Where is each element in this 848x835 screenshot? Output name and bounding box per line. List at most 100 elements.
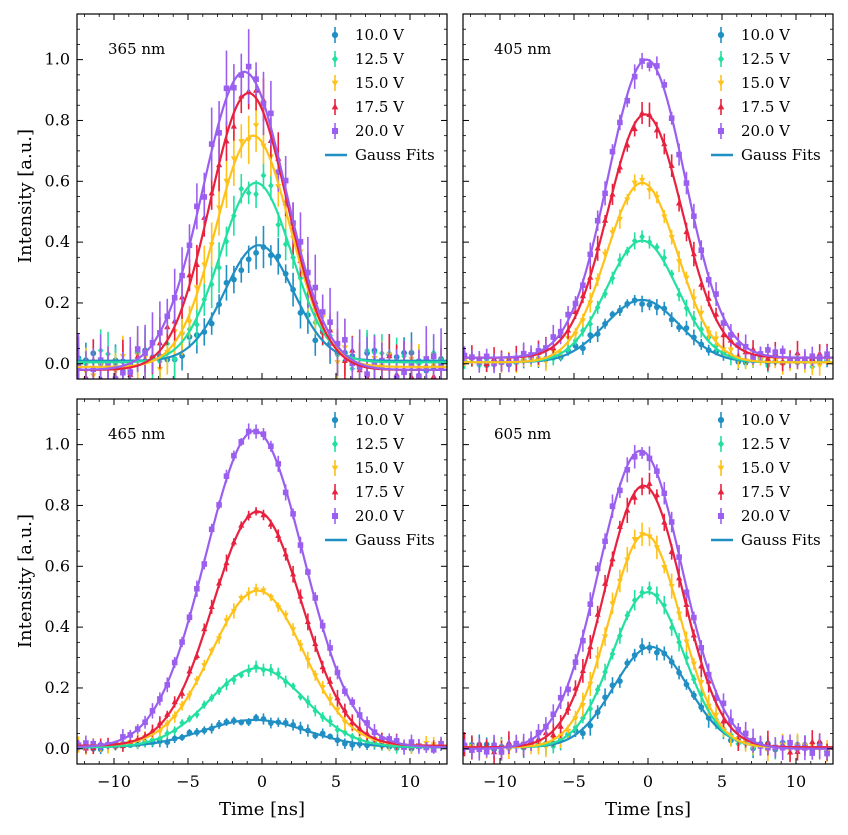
legend-marker bbox=[718, 440, 724, 448]
gauss-fit-line bbox=[77, 70, 447, 371]
data-point bbox=[727, 347, 734, 354]
data-point bbox=[260, 171, 267, 180]
y-tick-label: 0.0 bbox=[45, 354, 70, 373]
data-point bbox=[216, 263, 222, 272]
gauss-fit-line bbox=[77, 667, 447, 749]
data-point bbox=[631, 537, 638, 543]
panel-605nm: −10 −5 0 5 10 605 nm 10.0 V 12.5 V 15.0 V 17.5 V 2… bbox=[462, 398, 834, 791]
legend-marker bbox=[331, 31, 339, 39]
data-point bbox=[646, 584, 653, 593]
data-point bbox=[253, 190, 259, 198]
legend-marker bbox=[331, 488, 339, 495]
data-point bbox=[275, 253, 282, 260]
wavelength-label: 605 nm bbox=[494, 425, 551, 443]
data-point bbox=[824, 351, 830, 357]
y-tick-label: 1.0 bbox=[45, 435, 70, 454]
data-point bbox=[631, 180, 638, 187]
y-axis-label-top: Intensity [a.u.] bbox=[15, 129, 36, 263]
data-point bbox=[253, 249, 259, 256]
data-point bbox=[416, 373, 422, 379]
legend-label: 20.0 V bbox=[355, 122, 405, 140]
data-point bbox=[631, 125, 638, 132]
data-point bbox=[208, 320, 215, 327]
x-tick-label: −5 bbox=[562, 772, 586, 791]
y-tick-label: 0.2 bbox=[45, 678, 70, 697]
data-point bbox=[127, 369, 134, 375]
data-point bbox=[231, 676, 237, 684]
data-point bbox=[342, 337, 348, 343]
legend-label: 20.0 V bbox=[355, 507, 405, 525]
legend-marker bbox=[331, 416, 339, 424]
data-point bbox=[179, 719, 185, 727]
legend: 10.0 V 12.5 V 15.0 V 17.5 V 20.0 V Gauss Fits bbox=[711, 411, 821, 549]
legend-label: 17.5 V bbox=[741, 98, 791, 116]
data-point bbox=[557, 723, 564, 729]
gauss-fit-line bbox=[77, 181, 447, 364]
data-point bbox=[312, 284, 319, 291]
x-tick-label: −10 bbox=[483, 772, 517, 791]
legend-label: 15.0 V bbox=[355, 74, 405, 92]
data-point bbox=[408, 739, 415, 745]
legend-label: Gauss Fits bbox=[355, 531, 435, 549]
data-point bbox=[275, 221, 282, 229]
legend-label: 12.5 V bbox=[355, 435, 405, 453]
data-point bbox=[430, 747, 437, 753]
legend-marker bbox=[332, 55, 338, 63]
data-point bbox=[245, 256, 252, 263]
legend-label: 17.5 V bbox=[355, 98, 405, 116]
legend-marker bbox=[718, 128, 724, 134]
y-tick-label: 0.6 bbox=[45, 556, 70, 575]
y-axis-label-bottom: Intensity [a.u.] bbox=[15, 514, 36, 648]
data-point bbox=[327, 717, 333, 725]
legend-label: Gauss Fits bbox=[741, 531, 821, 549]
data-point bbox=[171, 355, 178, 363]
data-point bbox=[268, 110, 274, 117]
data-point bbox=[713, 336, 720, 343]
plot-area bbox=[77, 29, 447, 379]
legend-marker bbox=[717, 31, 725, 39]
data-point bbox=[120, 369, 126, 376]
legend-label: 20.0 V bbox=[741, 507, 791, 525]
data-point bbox=[483, 749, 490, 755]
legend: 10.0 V 12.5 V 15.0 V 17.5 V 20.0 V Gauss Fits bbox=[711, 26, 821, 164]
legend-marker bbox=[332, 513, 338, 519]
data-point bbox=[639, 301, 645, 307]
data-point bbox=[430, 353, 437, 360]
legend-label: 17.5 V bbox=[355, 483, 405, 501]
data-point bbox=[750, 354, 756, 361]
legend-label: 20.0 V bbox=[741, 122, 791, 140]
legend: 10.0 V 12.5 V 15.0 V 17.5 V 20.0 V Gauss Fits bbox=[325, 411, 435, 549]
data-point bbox=[653, 649, 660, 656]
data-point bbox=[639, 233, 645, 241]
y-tick-label: 0.8 bbox=[45, 495, 70, 514]
data-point bbox=[809, 738, 816, 745]
data-point bbox=[654, 591, 660, 599]
gauss-fit-line bbox=[463, 58, 833, 359]
data-point bbox=[231, 84, 237, 91]
data-point bbox=[646, 301, 653, 308]
data-point bbox=[230, 276, 237, 283]
legend-label: 17.5 V bbox=[741, 483, 791, 501]
data-point bbox=[787, 748, 794, 755]
data-point bbox=[639, 177, 646, 184]
legend-label: 12.5 V bbox=[355, 50, 405, 68]
legend-label: 10.0 V bbox=[355, 411, 405, 429]
legend-marker bbox=[331, 465, 339, 472]
legend-label: 10.0 V bbox=[355, 26, 405, 44]
data-point bbox=[654, 243, 660, 251]
data-point bbox=[364, 371, 370, 377]
x-tick-label: 10 bbox=[400, 772, 420, 791]
data-point bbox=[238, 185, 245, 193]
data-point bbox=[764, 355, 771, 362]
gauss-fit-line bbox=[463, 181, 833, 364]
y-tick-label: 0.8 bbox=[45, 110, 70, 129]
data-point bbox=[134, 346, 141, 352]
legend-label: 15.0 V bbox=[741, 459, 791, 477]
data-point bbox=[816, 363, 823, 369]
data-point bbox=[223, 85, 230, 92]
x-axis-label-left: Time [ns] bbox=[219, 799, 305, 820]
legend-marker bbox=[331, 103, 339, 110]
legend-marker bbox=[332, 128, 338, 134]
